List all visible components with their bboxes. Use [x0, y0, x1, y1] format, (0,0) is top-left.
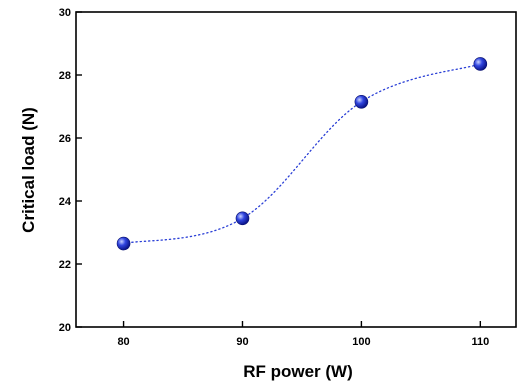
y-tick-label: 30: [59, 7, 71, 19]
y-tick-label: 20: [59, 322, 71, 334]
data-point: [235, 211, 250, 226]
data-points: [116, 57, 488, 251]
x-tick-label: 110: [471, 336, 489, 348]
y-tick-label: 28: [59, 70, 71, 82]
x-tick-label: 80: [117, 336, 129, 348]
data-point: [116, 236, 131, 251]
y-tick-label: 26: [59, 133, 71, 145]
y-axis-ticks: [76, 11, 82, 328]
data-point: [354, 94, 369, 109]
x-axis-tick-labels: 80 90 100 110: [117, 336, 489, 348]
x-axis-ticks: [122, 321, 482, 327]
y-axis-title: Critical load (N): [19, 107, 38, 233]
x-tick-label: 100: [352, 336, 370, 348]
y-tick-label: 22: [59, 259, 71, 271]
data-point: [473, 57, 488, 71]
y-tick-label: 24: [59, 196, 72, 208]
plot-frame: [75, 11, 517, 328]
x-tick-label: 90: [236, 336, 248, 348]
series-line: [122, 63, 481, 245]
y-axis-tick-labels: 20 22 24 26 28 30: [59, 7, 72, 334]
x-axis-title: RF power (W): [243, 362, 353, 381]
